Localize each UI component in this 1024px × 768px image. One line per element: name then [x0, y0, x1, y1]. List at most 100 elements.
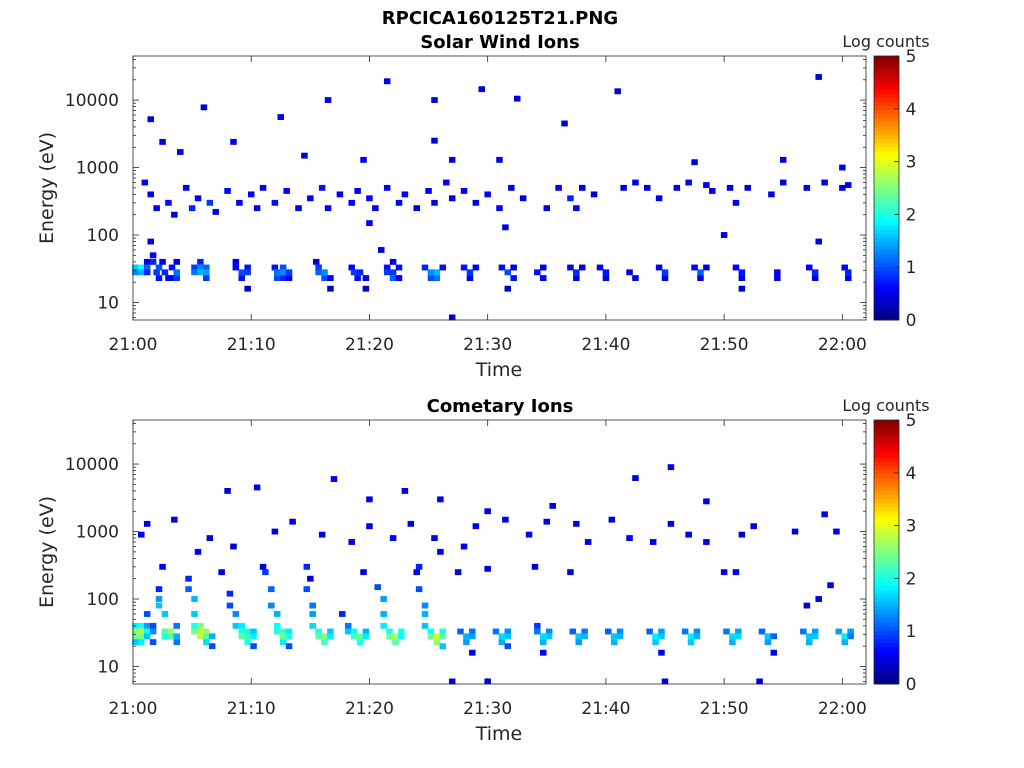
heatmap-cell [398, 633, 405, 640]
colorbar-swatch [874, 535, 899, 541]
heatmap-cell [510, 275, 517, 282]
heatmap-cell [539, 633, 547, 640]
heatmap-cell [732, 569, 740, 576]
heatmap-cell [171, 211, 178, 218]
heatmap-cell [244, 264, 251, 271]
colorbar: 0 1 2 3 4 5 [873, 411, 916, 695]
heatmap-cell [197, 633, 204, 640]
colorbar-tick-label: 3 [906, 153, 917, 173]
heatmap-cell [273, 269, 281, 276]
colorbar-swatch [874, 531, 899, 537]
heatmap-cell [806, 639, 813, 646]
heatmap-cell [153, 269, 160, 276]
heatmap-cell [543, 518, 551, 525]
colorbar-swatch [874, 605, 899, 611]
heatmap-cell [407, 520, 415, 527]
heatmap-cell [149, 258, 157, 265]
heatmap-cell [726, 184, 734, 191]
heatmap-cell [238, 622, 246, 629]
x-axis-label: Time [475, 359, 523, 381]
heatmap-cell [253, 205, 261, 212]
heatmap-cell [531, 563, 539, 570]
colorbar-swatch [874, 642, 899, 648]
heatmap-cell [738, 275, 746, 282]
heatmap-cell [155, 264, 163, 271]
heatmap-cell [273, 628, 281, 635]
heatmap-cell [339, 611, 346, 617]
heatmap-cell [356, 269, 364, 276]
colorbar-swatch [874, 159, 899, 164]
heatmap-cell [285, 633, 293, 640]
colorbar-swatch [874, 436, 899, 442]
y-axis-label: Energy (eV) [36, 132, 58, 244]
colorbar-swatch [874, 618, 899, 623]
heatmap-cell [366, 195, 373, 202]
heatmap-cell [815, 74, 822, 80]
heatmap-cell [244, 633, 251, 640]
heatmap-cell [693, 628, 701, 635]
y-ticks: 10 100 1000 10000 [65, 423, 866, 682]
heatmap-cell [366, 496, 373, 503]
heatmap-cell [652, 633, 659, 640]
colorbar-swatch [874, 461, 899, 466]
colorbar-swatch [874, 539, 899, 545]
heatmap-cell [279, 639, 287, 646]
heatmap-cell [224, 188, 231, 194]
heatmap-cell [309, 611, 316, 617]
heatmap-cell [439, 264, 447, 271]
heatmap-cell [285, 628, 293, 635]
colorbar-swatch [874, 212, 899, 218]
heatmap-cell [608, 516, 616, 523]
heatmap-cell [149, 628, 157, 635]
heatmap-cell [143, 611, 151, 617]
colorbar-swatch [874, 105, 899, 111]
heatmap-cell [307, 575, 314, 582]
heatmap-cell [232, 264, 240, 271]
heatmap-cell [545, 633, 553, 640]
heatmap-cell [685, 179, 692, 186]
heatmap-cell [502, 224, 509, 231]
heatmap-cell [167, 633, 175, 640]
heatmap-cell [632, 275, 639, 282]
heatmap-cell [147, 116, 154, 123]
heatmap-cell [620, 184, 627, 191]
heatmap-cell [279, 628, 287, 635]
heatmap-cell [315, 264, 322, 271]
heatmap-cell [203, 275, 210, 282]
heatmap-cell [703, 182, 710, 188]
colorbar-swatch [874, 502, 899, 508]
heatmap-cell [539, 275, 547, 282]
heatmap-cell [197, 264, 204, 271]
colorbar-swatch [874, 679, 899, 685]
heatmap-cell [197, 622, 204, 629]
heatmap-cell [847, 633, 854, 640]
heatmap-cell [224, 487, 231, 494]
heatmap-cell [614, 88, 621, 95]
heatmap-cell [469, 633, 476, 640]
heatmap-cell [250, 633, 257, 640]
heatmap-cell [362, 633, 370, 640]
heatmap-cell [498, 639, 506, 646]
heatmap-cell [569, 628, 577, 635]
heatmap-cell [161, 269, 169, 276]
heatmap-cell [244, 639, 251, 646]
heatmap-cell [744, 184, 752, 191]
heatmap-cell [315, 633, 322, 640]
heatmap-cell [492, 628, 500, 635]
heatmap-cell [197, 628, 204, 635]
heatmap-cell [348, 539, 355, 545]
heatmap-cell [259, 184, 267, 191]
heatmap-cell [143, 520, 151, 527]
heatmap-cell [555, 184, 562, 191]
heatmap-cell [392, 639, 399, 646]
heatmap-cell [732, 199, 740, 206]
heatmap-cell [827, 582, 834, 589]
heatmap-cell [567, 569, 574, 576]
heatmap-cell [839, 164, 846, 171]
heatmap-cell [605, 628, 612, 635]
heatmap-cell [392, 633, 399, 640]
heatmap-cell [545, 628, 553, 635]
heatmap-cell [758, 628, 766, 635]
heatmap-cell [350, 628, 358, 635]
heatmap-cell [519, 195, 527, 202]
